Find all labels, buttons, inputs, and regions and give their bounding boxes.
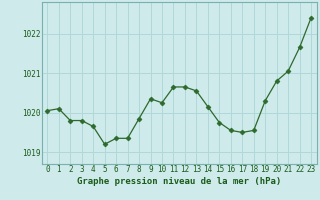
X-axis label: Graphe pression niveau de la mer (hPa): Graphe pression niveau de la mer (hPa) — [77, 177, 281, 186]
